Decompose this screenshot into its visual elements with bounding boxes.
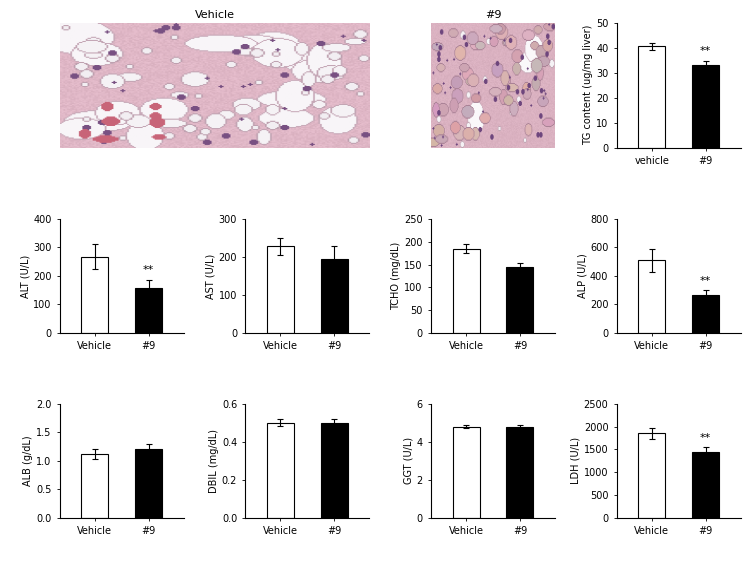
Bar	[267, 423, 294, 518]
Bar	[638, 260, 665, 333]
Bar	[453, 427, 479, 518]
Bar	[267, 246, 294, 333]
Y-axis label: ALP (U/L): ALP (U/L)	[577, 253, 587, 298]
Bar	[321, 259, 348, 333]
Bar	[506, 427, 533, 518]
Bar	[135, 288, 162, 333]
Bar	[692, 65, 719, 148]
Y-axis label: LDH (U/L): LDH (U/L)	[571, 437, 581, 484]
Text: **: **	[143, 265, 154, 275]
Bar	[453, 248, 479, 333]
Y-axis label: ALT (U/L): ALT (U/L)	[20, 254, 30, 298]
Bar	[135, 449, 162, 518]
Bar	[506, 267, 533, 333]
Y-axis label: DBIL (mg/dL): DBIL (mg/dL)	[209, 429, 219, 493]
Title: #9: #9	[485, 10, 501, 20]
Bar	[692, 452, 719, 518]
Text: **: **	[700, 433, 711, 443]
Y-axis label: AST (U/L): AST (U/L)	[206, 253, 216, 298]
Bar	[82, 257, 108, 333]
Bar	[82, 454, 108, 518]
Bar	[321, 423, 348, 518]
Y-axis label: GGT (U/L): GGT (U/L)	[404, 437, 414, 484]
Title: Vehicle: Vehicle	[194, 10, 235, 20]
Y-axis label: ALB (g/dL): ALB (g/dL)	[23, 436, 34, 486]
Bar	[692, 295, 719, 333]
Bar	[638, 46, 665, 148]
Y-axis label: TCHO (mg/dL): TCHO (mg/dL)	[391, 242, 402, 310]
Bar	[638, 434, 665, 518]
Text: **: **	[700, 276, 711, 285]
Text: **: **	[700, 46, 711, 56]
Y-axis label: TG content (ug/mg liver): TG content (ug/mg liver)	[583, 25, 593, 145]
